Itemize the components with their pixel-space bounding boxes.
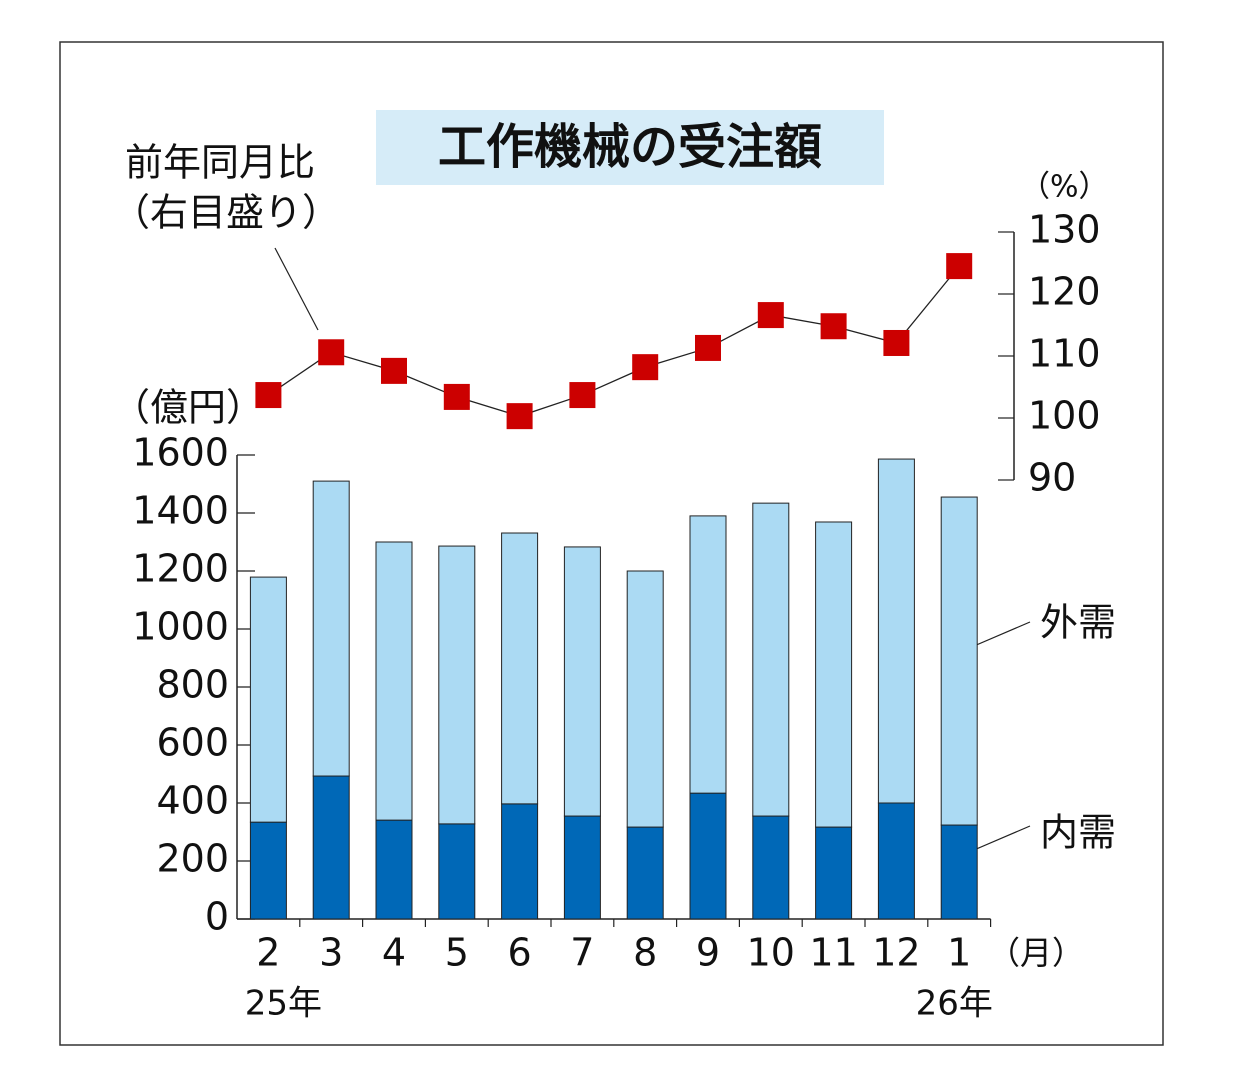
- bar-segment: [312, 775, 350, 920]
- bar-segment: [563, 546, 601, 817]
- marker: [820, 313, 847, 340]
- y-tick-label: 1400: [132, 489, 229, 533]
- marker: [255, 382, 282, 409]
- marker: [946, 253, 973, 280]
- bar-segment: [501, 803, 539, 920]
- bar-segment: [501, 532, 539, 805]
- x-tick-label: 3: [319, 931, 343, 975]
- x-tick-label: 2: [256, 931, 280, 975]
- bar-segment: [877, 458, 915, 804]
- x-unit: （月）: [988, 934, 1084, 972]
- bar-segment: [626, 570, 664, 828]
- chart-title: 工作機械の受注額: [438, 119, 822, 175]
- marker: [757, 302, 784, 329]
- marker: [318, 339, 345, 366]
- x-tick-label: 6: [508, 931, 532, 975]
- y-tick-label: 1000: [132, 605, 229, 649]
- x-tick-label: 11: [809, 931, 857, 975]
- bar-segment: [375, 541, 413, 821]
- bar-segment: [752, 815, 790, 920]
- marker: [883, 329, 910, 356]
- legend-label: 外需: [1040, 601, 1116, 645]
- bar-segment: [438, 545, 476, 825]
- y2-tick-label: 100: [1028, 394, 1101, 438]
- bar-segment: [689, 792, 727, 920]
- line-label: 前年同月比: [125, 141, 315, 185]
- marker: [695, 334, 721, 361]
- marker: [569, 382, 596, 409]
- marker: [381, 357, 407, 384]
- x-tick-label: 12: [872, 931, 920, 975]
- x-sublabel: 26年: [916, 984, 993, 1024]
- bar-segment: [940, 496, 978, 826]
- marker: [506, 403, 533, 430]
- bar-segment: [689, 515, 727, 794]
- marker: [632, 354, 659, 381]
- x-tick-label: 10: [747, 931, 795, 975]
- y-tick-label: 1600: [132, 431, 229, 475]
- y2-tick-label: 120: [1028, 270, 1101, 314]
- x-tick-label: 5: [445, 931, 469, 975]
- bar-segment: [815, 826, 853, 920]
- legend-label: 内需: [1040, 811, 1116, 855]
- marker: [443, 383, 470, 410]
- y2-tick-label: 110: [1028, 332, 1101, 376]
- y-unit: （億円）: [112, 386, 264, 430]
- y-tick-label: 200: [156, 837, 229, 881]
- y-tick-label: 1200: [132, 547, 229, 591]
- x-tick-label: 4: [382, 931, 406, 975]
- x-tick-label: 8: [633, 931, 657, 975]
- bar-segment: [940, 824, 978, 920]
- x-tick-label: 9: [696, 931, 720, 975]
- bar-segment: [563, 815, 601, 920]
- bar-segment: [438, 823, 476, 920]
- title-box: [376, 110, 884, 185]
- line: [268, 265, 960, 417]
- bar-segment: [877, 802, 915, 920]
- x-tick-label: 7: [570, 931, 594, 975]
- y2-tick-label: 90: [1028, 456, 1076, 500]
- bar-segment: [312, 480, 350, 777]
- y-tick-label: 600: [156, 721, 229, 765]
- bar-segment: [752, 502, 790, 817]
- frame: [59, 41, 1164, 1046]
- y-tick-label: 800: [156, 663, 229, 707]
- y2-unit: （%）: [1020, 170, 1109, 205]
- leader-line: [274, 247, 319, 331]
- x-sublabel: 25年: [245, 984, 322, 1024]
- x-tick-label: 1: [947, 931, 971, 975]
- y-tick-label: 400: [156, 779, 229, 823]
- y2-tick-label: 130: [1028, 208, 1101, 252]
- bar-segment: [375, 819, 413, 920]
- y-tick-label: 0: [205, 895, 229, 939]
- line-note: （右目盛り）: [112, 191, 340, 235]
- bar-segment: [249, 821, 287, 920]
- bar-segment: [626, 826, 664, 920]
- bar-segment: [815, 521, 853, 828]
- bar-segment: [249, 576, 287, 823]
